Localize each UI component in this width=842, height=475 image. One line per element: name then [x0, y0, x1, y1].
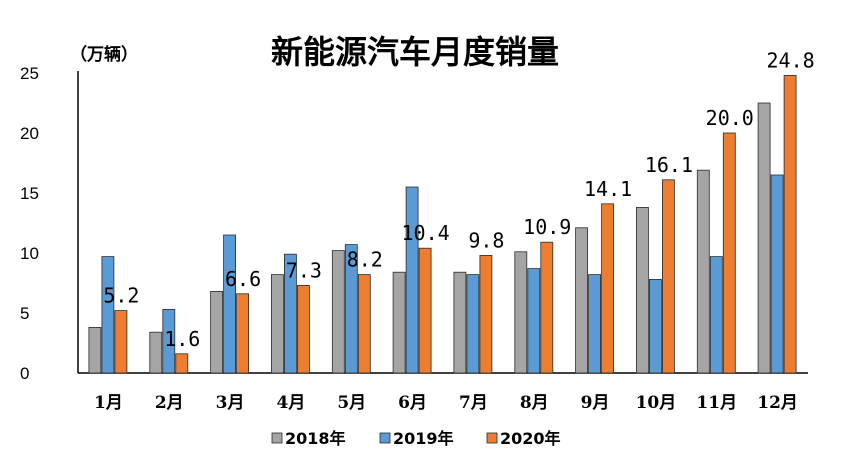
bar-2020年-11月: [722, 132, 736, 374]
x-tick-label: 2月: [155, 393, 184, 413]
x-tick-label: 6月: [398, 393, 427, 413]
legend-swatch: [271, 432, 283, 444]
bar-2020年-7月: [479, 254, 493, 374]
data-label: 16.1: [645, 153, 693, 177]
bar-2019年-3月: [223, 234, 237, 374]
legend: 2018年 2019年 2020年: [271, 429, 561, 448]
x-tick-label: 10月: [636, 393, 677, 413]
bar-2020年-4月: [296, 284, 310, 374]
legend-label: 2018年: [285, 429, 346, 448]
y-tick-label: 20: [20, 124, 39, 143]
bar-2020年-12月: [783, 75, 797, 374]
bar-2019年-4月: [283, 253, 297, 374]
bar-2018年-10月: [636, 206, 649, 374]
x-tick-label: 9月: [581, 393, 610, 413]
bar-2019年-6月: [405, 186, 419, 374]
bars: [88, 75, 797, 374]
bar-2020年-5月: [357, 274, 371, 374]
bar-2019年-7月: [466, 274, 480, 374]
bar-2018年-3月: [210, 290, 224, 374]
axes: 0 5 10 15 20 25 1月 2月 3月 4月 5月 6月 7月 8月 9月 10月 11月 12月: [20, 64, 808, 413]
data-label: 5.2: [103, 284, 139, 308]
bar-2019年-11月: [709, 256, 723, 374]
data-label: 9.8: [468, 228, 504, 252]
y-tick-label: 0: [20, 364, 29, 383]
data-label: 14.1: [584, 177, 632, 201]
bar-2018年-2月: [149, 331, 163, 374]
data-label: 8.2: [347, 248, 383, 272]
bar-2018年-4月: [270, 274, 284, 374]
bar-2018年-5月: [331, 250, 345, 374]
bar-2020年-2月: [175, 353, 189, 374]
data-label: 10.9: [523, 215, 571, 239]
x-tick-label: 4月: [276, 393, 305, 413]
data-label: 1.6: [164, 327, 200, 351]
data-label: 6.6: [225, 267, 261, 291]
data-labels: 5.2 1.6 6.6 7.3 8.2 10.4 9.8 10.9 14.1 16.1 20.0 24…: [103, 48, 814, 350]
y-tick-label: 25: [20, 64, 39, 83]
legend-label: 2019年: [393, 429, 454, 448]
bar-2018年-6月: [392, 271, 406, 374]
data-label: 7.3: [286, 258, 322, 282]
y-tick-label: 15: [20, 184, 39, 203]
data-label: 24.8: [766, 48, 814, 72]
legend-swatch: [486, 432, 498, 444]
bar-2020年-1月: [114, 310, 128, 374]
bar-2019年-2月: [162, 308, 176, 374]
y-axis-unit-label: （万辆）: [70, 44, 138, 65]
bar-2018年-9月: [575, 227, 588, 374]
chart-title: 新能源汽车月度销量: [271, 33, 559, 71]
data-label: 20.0: [706, 106, 754, 130]
bar-2020年-3月: [236, 293, 250, 374]
x-tick-label: 1月: [94, 393, 123, 413]
bar-2020年-6月: [418, 247, 432, 374]
y-tick-label: 10: [20, 244, 39, 263]
bar-2018年-8月: [514, 251, 528, 374]
bar-2019年-12月: [770, 174, 784, 374]
legend-swatch: [379, 432, 391, 444]
bar-2019年-9月: [588, 274, 601, 374]
bar-2018年-1月: [88, 326, 102, 374]
bar-2019年-5月: [344, 244, 358, 374]
bar-2018年-12月: [757, 102, 771, 374]
bar-2019年-8月: [527, 268, 541, 374]
x-tick-label: 7月: [459, 393, 488, 413]
legend-label: 2020年: [500, 429, 561, 448]
x-tick-label: 12月: [757, 393, 798, 413]
data-label: 10.4: [401, 221, 449, 245]
x-tick-label: 8月: [520, 393, 549, 413]
y-tick-label: 5: [20, 304, 29, 323]
x-tick-label: 5月: [337, 393, 366, 413]
bar-2019年-10月: [649, 278, 662, 374]
x-tick-label: 3月: [216, 393, 245, 413]
bar-2020年-9月: [601, 203, 614, 374]
bar-2019年-1月: [101, 256, 115, 374]
x-tick-label: 11月: [696, 393, 737, 413]
bar-2018年-7月: [453, 271, 467, 374]
bar-2020年-8月: [540, 241, 554, 374]
bar-2020年-10月: [662, 179, 675, 374]
bar-2018年-11月: [696, 169, 710, 374]
